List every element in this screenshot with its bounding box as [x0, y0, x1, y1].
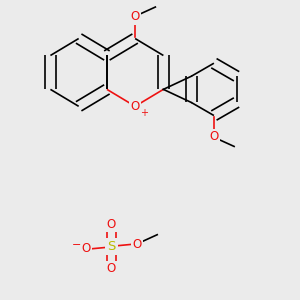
Text: O: O — [130, 10, 140, 23]
Text: S: S — [107, 240, 116, 253]
Text: O: O — [81, 242, 90, 256]
Text: −: − — [72, 239, 82, 250]
Text: O: O — [130, 100, 140, 113]
Text: O: O — [107, 262, 116, 275]
Text: O: O — [209, 130, 218, 143]
Text: O: O — [132, 238, 142, 251]
Text: O: O — [107, 218, 116, 231]
Text: +: + — [140, 108, 148, 118]
